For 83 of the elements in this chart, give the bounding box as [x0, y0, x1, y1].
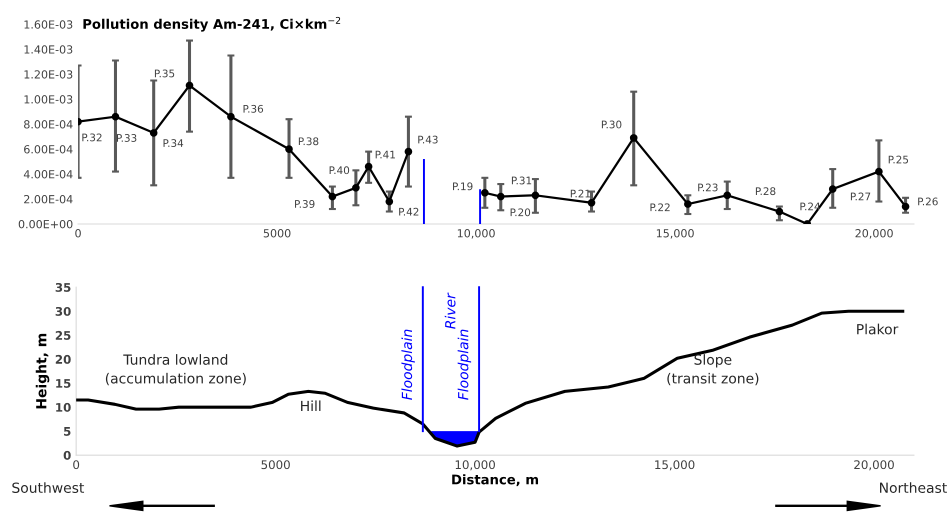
- point: [404, 148, 412, 156]
- annotation: P.25: [888, 156, 908, 164]
- annotation: Slope (transit zone): [667, 354, 758, 386]
- point: [285, 145, 293, 153]
- point: [630, 134, 638, 142]
- annotation: P.33: [117, 134, 136, 142]
- x-tick-label: 15,000: [656, 229, 694, 239]
- y-tick-label: 1.60E-03: [24, 20, 72, 29]
- annotation: P.40: [330, 166, 350, 174]
- annotation: P.19: [453, 182, 473, 190]
- y-tick-label: 4.00E-04: [24, 170, 73, 178]
- point: [186, 82, 194, 90]
- y-axis-title: Height, m: [36, 334, 50, 408]
- annotation: P.28: [756, 187, 776, 196]
- ref-line-label: Floodplain: [458, 330, 472, 400]
- y-tick-label: 2.00E-04: [24, 195, 73, 204]
- point: [328, 192, 336, 200]
- annotation: P.43: [418, 136, 438, 144]
- x-tick-label: 20,000: [854, 460, 894, 470]
- text: Northeast: [880, 482, 947, 493]
- point: [828, 185, 837, 193]
- point: [386, 198, 394, 206]
- y-tick-label: 1.20E-03: [24, 70, 72, 79]
- point: [588, 198, 596, 207]
- x-tick-label: 15,000: [655, 460, 694, 470]
- annotation: P.35: [154, 70, 174, 78]
- annotation: P.41: [376, 150, 395, 158]
- annotation: P.20: [510, 208, 530, 216]
- y-tick-label: 1.40E-03: [24, 45, 72, 54]
- point: [496, 192, 505, 200]
- annotation: P.26: [918, 198, 938, 206]
- y-tick-label: 10: [56, 402, 71, 412]
- y-tick-label: 15: [56, 379, 70, 388]
- point: [150, 129, 158, 137]
- annotation: River: [444, 292, 456, 329]
- annotation: P.22: [650, 203, 670, 212]
- y-tick-label: 30: [56, 306, 71, 316]
- text: Southwest: [12, 482, 84, 493]
- y-tick-label: 1.00E-03: [24, 95, 72, 104]
- chart-title: Pollution density Am-241, Ci×km$^{−2}$: [83, 16, 340, 32]
- y-tick-label: 25: [56, 330, 70, 340]
- x-tick-label: 0: [73, 460, 80, 470]
- annotation: P.38: [298, 137, 318, 146]
- y-tick-label: 0: [64, 450, 71, 460]
- point: [481, 188, 489, 197]
- x-tick-label: 5000: [262, 460, 290, 470]
- point: [776, 208, 784, 216]
- annotation: P.21: [570, 190, 590, 198]
- point: [723, 191, 732, 200]
- point: [684, 200, 692, 208]
- x-tick-label: 10,000: [458, 229, 495, 239]
- point: [364, 162, 372, 170]
- annotation: Hill: [301, 400, 320, 411]
- x-tick-label: 0: [75, 229, 81, 238]
- y-tick-label: 35: [56, 282, 70, 292]
- annotation: P.31: [512, 176, 532, 184]
- annotation: P.32: [82, 133, 102, 142]
- annotation: Tundra lowland (accumulation zone): [106, 354, 246, 386]
- point: [875, 168, 883, 176]
- point: [532, 191, 540, 200]
- y-tick-label: 20: [56, 354, 71, 364]
- annotation: P.27: [850, 192, 870, 200]
- annotation: P.24: [800, 202, 820, 210]
- point: [902, 202, 910, 210]
- ref-line-label: Floodplain: [401, 330, 415, 400]
- annotation: P.36: [244, 104, 264, 113]
- x-tick-label: 5000: [264, 229, 290, 238]
- annotation: P.30: [602, 120, 622, 128]
- y-tick-label: 8.00E-04: [24, 120, 73, 129]
- point: [112, 112, 120, 120]
- y-tick-label: 6.00E-04: [24, 145, 73, 154]
- y-tick-label: 0.00E+00: [18, 220, 72, 228]
- y-tick-label: 5: [64, 427, 70, 436]
- annotation: Plakor: [857, 324, 898, 334]
- x-tick-label: 20,000: [855, 229, 893, 239]
- point: [352, 184, 360, 192]
- annotation: P.42: [399, 208, 418, 216]
- x-axis-title: Distance, m: [452, 474, 538, 486]
- annotation: P.34: [164, 139, 184, 148]
- annotation: P.23: [698, 183, 718, 192]
- x-tick-label: 10,000: [456, 460, 495, 470]
- annotation: P.39: [295, 200, 315, 208]
- point: [227, 112, 235, 120]
